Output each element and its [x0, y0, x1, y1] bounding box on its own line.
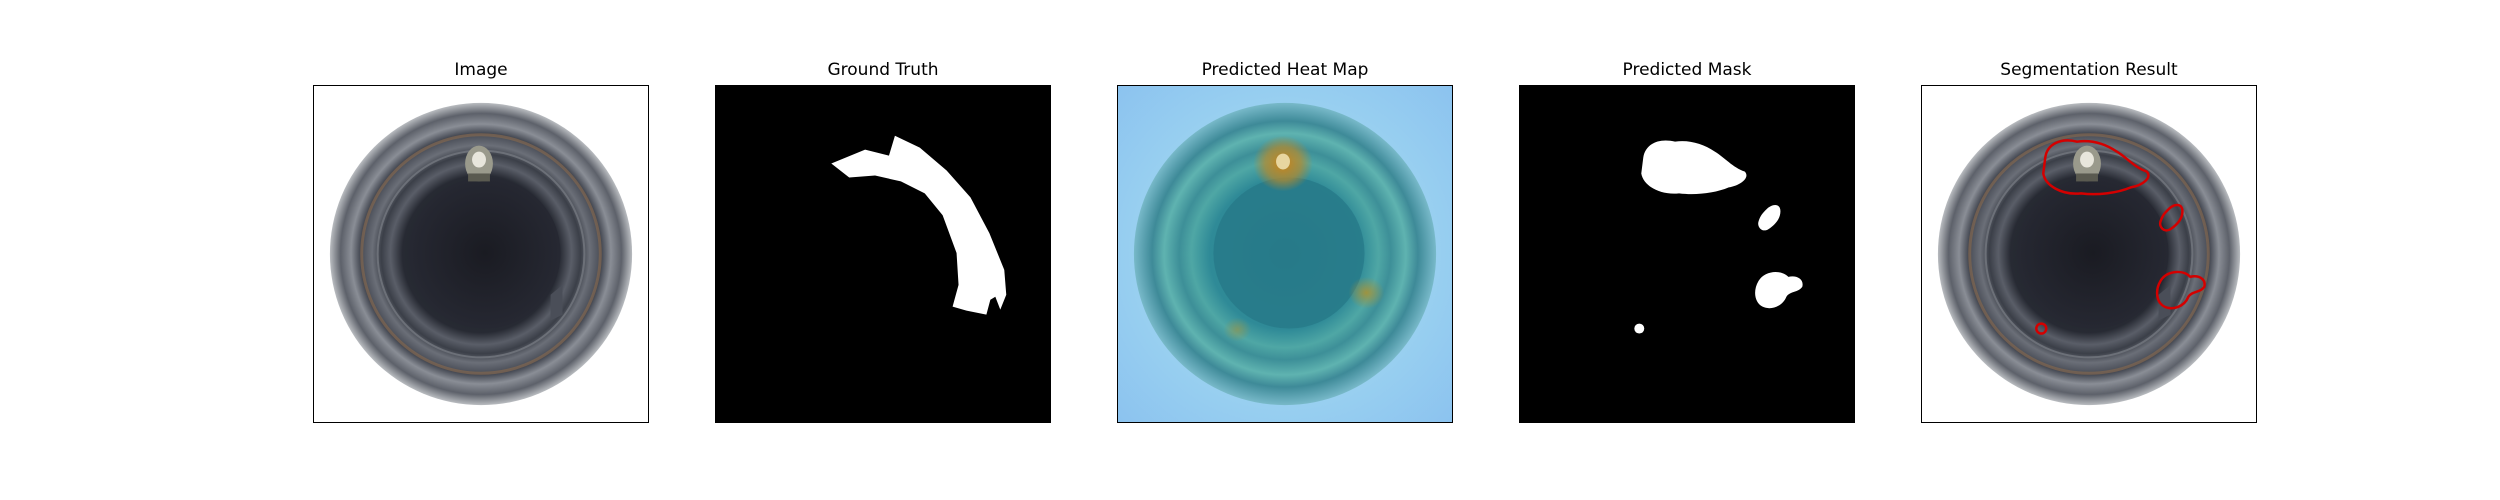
- contour-lower-right: [2155, 270, 2206, 310]
- contour-top: [2042, 139, 2150, 196]
- segmentation-result-panel: [1921, 85, 2257, 423]
- predicted-region-right: [1758, 205, 1781, 231]
- heat-map-panel: [1117, 85, 1453, 423]
- predicted-mask-image: [1520, 86, 1854, 422]
- ground-truth-defect-region: [831, 135, 1007, 315]
- predicted-region-top: [1641, 140, 1747, 195]
- panel-title-predicted-mask: Predicted Mask: [1622, 60, 1752, 80]
- segmentation-result-image: [1922, 86, 2256, 422]
- predicted-region-lower-right: [1755, 271, 1803, 309]
- image-panel: [313, 85, 649, 423]
- predicted-region-small: [1634, 323, 1645, 334]
- predicted-mask-panel: [1519, 85, 1855, 423]
- contour-small: [2035, 322, 2048, 335]
- ground-truth-mask: [716, 86, 1050, 422]
- contour-right: [2158, 203, 2184, 232]
- panel-title-segmentation-result: Segmentation Result: [2000, 60, 2178, 80]
- panel-title-heat-map: Predicted Heat Map: [1201, 60, 1369, 80]
- ground-truth-panel: [715, 85, 1051, 423]
- panel-title-image: Image: [454, 60, 508, 80]
- bottle-photo: [314, 86, 648, 422]
- heat-map-image: [1118, 86, 1452, 422]
- panel-title-ground-truth: Ground Truth: [827, 60, 939, 80]
